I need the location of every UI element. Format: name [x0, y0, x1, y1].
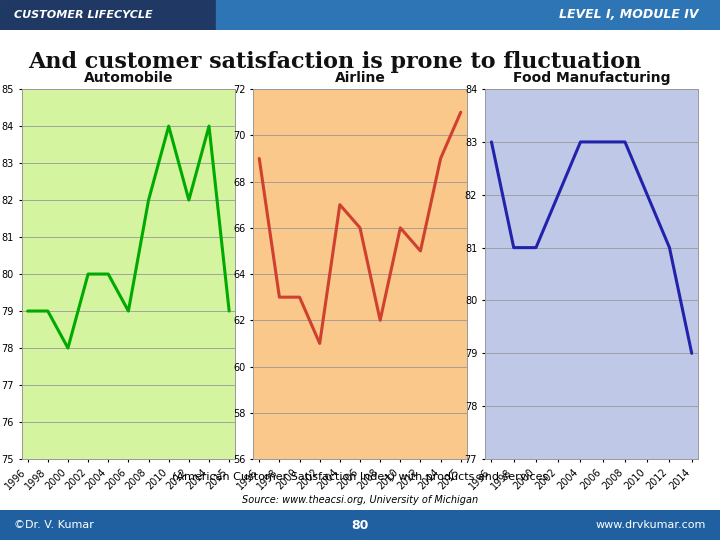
Text: (American Customer Satisfaction Index) with products and services: (American Customer Satisfaction Index) w… — [172, 472, 548, 482]
Text: Source: www.theacsi.org, University of Michigan: Source: www.theacsi.org, University of M… — [242, 495, 478, 505]
Text: CUSTOMER LIFECYCLE: CUSTOMER LIFECYCLE — [14, 10, 153, 20]
Bar — [216, 0, 720, 30]
Text: ©Dr. V. Kumar: ©Dr. V. Kumar — [14, 520, 94, 530]
Bar — [0, 0, 216, 30]
Text: LEVEL I, MODULE IV: LEVEL I, MODULE IV — [559, 8, 698, 22]
Title: Food Manufacturing: Food Manufacturing — [513, 71, 670, 85]
Text: www.drvkumar.com: www.drvkumar.com — [595, 520, 706, 530]
Title: Airline: Airline — [335, 71, 385, 85]
Text: 80: 80 — [351, 518, 369, 532]
Title: Automobile: Automobile — [84, 71, 173, 85]
Text: And customer satisfaction is prone to fluctuation: And customer satisfaction is prone to fl… — [28, 51, 642, 73]
